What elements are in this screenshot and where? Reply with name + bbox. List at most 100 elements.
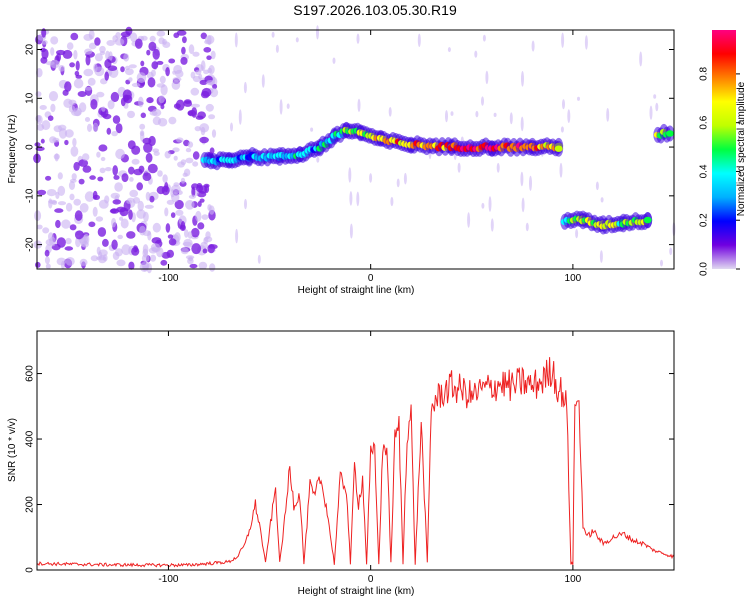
noise-speck (131, 82, 141, 88)
y-tick-label: 200 (25, 496, 36, 513)
noise-speck (136, 209, 146, 219)
noise-speck (56, 257, 67, 266)
noise-speck (128, 261, 135, 270)
colorbar-gradient (712, 30, 736, 269)
noise-speck (68, 181, 76, 190)
noise-speck (143, 142, 153, 153)
noise-speck (187, 231, 193, 239)
noise-speck (183, 238, 193, 249)
noise-speck (562, 99, 565, 110)
noise-speck (105, 50, 110, 61)
noise-speck (113, 175, 120, 180)
noise-speck (140, 112, 146, 119)
noise-speck (85, 54, 91, 66)
noise-speck (142, 172, 152, 181)
noise-speck (203, 47, 212, 53)
colorbar-label: Normalized spectral amplitude (736, 81, 747, 216)
noise-speck (69, 62, 75, 68)
x-tick-label: 100 (565, 574, 582, 585)
noise-speck (653, 94, 657, 99)
noise-speck (149, 110, 158, 116)
noise-speck (170, 212, 176, 219)
noise-speck (90, 99, 98, 110)
noise-speck (115, 248, 123, 257)
noise-speck (348, 167, 352, 183)
noise-speck (65, 202, 73, 212)
noise-speck (521, 197, 525, 213)
noise-speck (204, 39, 212, 45)
noise-speck (40, 47, 46, 53)
noise-speck (50, 59, 60, 69)
noise-speck (166, 249, 174, 258)
noise-speck (243, 81, 247, 94)
noise-speck (72, 137, 77, 147)
noise-speck (92, 190, 98, 200)
noise-speck (139, 225, 146, 236)
noise-speck (50, 103, 56, 113)
spectrogram-x-ticks: -100 0 100 (158, 30, 582, 284)
noise-speck (96, 151, 101, 158)
x-tick-label: -100 (158, 273, 178, 284)
noise-speck (92, 122, 99, 132)
noise-speck (349, 191, 353, 206)
noise-speck (37, 189, 47, 196)
noise-speck (171, 80, 181, 90)
noise-speck (160, 259, 168, 266)
noise-speck (599, 250, 603, 263)
noise-speck (128, 166, 135, 175)
noise-speck (89, 175, 96, 180)
noise-speck (87, 77, 96, 86)
noise-speck (595, 181, 599, 191)
noise-speck (388, 107, 392, 117)
noise-speck (58, 128, 68, 139)
noise-speck (561, 32, 565, 48)
noise-speck (88, 221, 96, 228)
noise-speck (191, 227, 200, 238)
noise-speck (199, 136, 209, 144)
noise-speck (104, 71, 109, 81)
noise-speck (271, 31, 275, 38)
noise-speck (203, 237, 209, 245)
noise-speck (88, 42, 97, 50)
noise-speck (165, 223, 171, 233)
noise-speck (120, 31, 131, 38)
noise-speck (101, 106, 106, 112)
noise-speck (92, 206, 98, 217)
noise-speck (132, 197, 141, 204)
y-tick-label: 0 (25, 144, 36, 150)
noise-speck (180, 247, 189, 255)
noise-speck (660, 259, 663, 267)
noise-speck (73, 49, 78, 60)
noise-speck (172, 147, 180, 153)
noise-speck (639, 51, 643, 67)
noise-speck (168, 116, 177, 125)
colorbar-tick-label: 0.2 (699, 213, 710, 227)
noise-speck (208, 65, 215, 75)
noise-speck (56, 49, 66, 56)
noise-speck (192, 161, 199, 167)
noise-speck (191, 243, 202, 255)
noise-speck (560, 126, 564, 133)
noise-speck (95, 216, 104, 222)
noise-speck (44, 256, 50, 265)
noise-speck (600, 197, 604, 203)
noise-speck (207, 244, 215, 254)
noise-speck (69, 224, 77, 231)
noise-speck (238, 109, 242, 125)
noise-speck (140, 60, 145, 67)
noise-speck (167, 234, 174, 239)
noise-speck (209, 88, 219, 98)
noise-speck (179, 181, 187, 187)
noise-speck (122, 89, 132, 101)
noise-speck (200, 60, 206, 72)
noise-speck (172, 77, 182, 82)
noise-speck (112, 115, 121, 124)
noise-speck (212, 83, 218, 90)
colorbar: 0.0 0.2 0.4 0.6 0.8 Normalized spectral ampl… (699, 30, 747, 276)
y-tick-label: 600 (25, 365, 36, 382)
noise-speck (58, 65, 65, 72)
noise-speck (57, 172, 63, 180)
noise-speck (257, 254, 261, 264)
noise-speck (192, 51, 200, 57)
noise-speck (75, 60, 80, 71)
